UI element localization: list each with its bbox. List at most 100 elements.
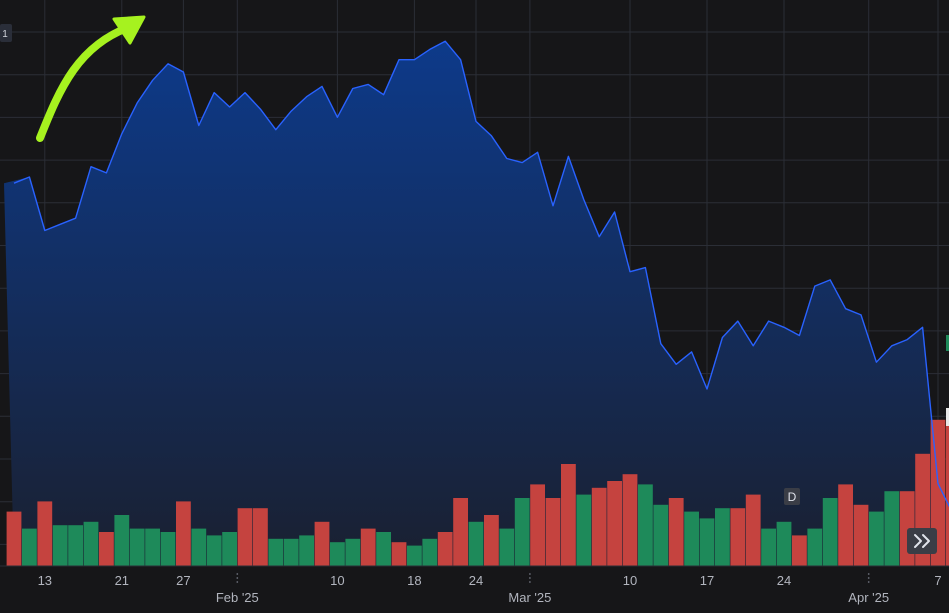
price-line — [13, 40, 949, 508]
volume-bar — [607, 481, 622, 566]
month-divider-dot — [867, 573, 870, 575]
x-month-label: Feb '25 — [216, 590, 259, 605]
volume-bar — [6, 511, 22, 566]
volume-bar — [437, 532, 453, 566]
volume-bar — [299, 535, 314, 566]
month-divider-dot — [867, 581, 870, 583]
dividend-marker-label: D — [788, 490, 797, 504]
volume-bar — [68, 525, 83, 566]
volume-bar — [37, 501, 53, 566]
month-divider-dot — [236, 573, 239, 575]
volume-bar — [776, 521, 792, 566]
volume-bar — [330, 542, 345, 566]
volume-bar — [391, 542, 407, 566]
price-area-fill — [4, 41, 949, 566]
month-divider-dot — [236, 577, 239, 579]
volume-bar — [360, 528, 376, 566]
volume-bar — [869, 511, 884, 566]
price-axis-badge: 1 — [0, 24, 12, 42]
volume-bar — [129, 528, 145, 566]
volume-bar — [884, 491, 900, 566]
volume-bar — [792, 535, 807, 566]
volume-bar — [684, 511, 699, 566]
x-tick-label: 24 — [469, 573, 483, 588]
volume-bar — [622, 474, 638, 566]
volume-bar — [761, 528, 776, 566]
volume-bar — [514, 498, 530, 566]
event-markers: D — [784, 488, 800, 505]
volume-bar — [530, 484, 545, 566]
volume-bar — [253, 508, 268, 566]
volume-bar — [114, 515, 130, 566]
volume-bar — [176, 501, 191, 566]
volume-bar — [838, 484, 853, 566]
volume-bar — [668, 498, 684, 566]
volume-bar — [52, 525, 68, 566]
edge-marker-green — [946, 335, 949, 351]
x-tick-label: 17 — [700, 573, 714, 588]
price-axis-badge-label: 1 — [2, 29, 8, 40]
volume-bar — [145, 528, 160, 566]
volume-bar — [283, 538, 299, 566]
volume-bar — [484, 515, 499, 566]
volume-bar — [160, 532, 176, 566]
volume-bar — [699, 518, 715, 566]
scroll-right-double-chevron-icon — [914, 534, 930, 548]
x-tick-label: 10 — [623, 573, 637, 588]
volume-bar — [822, 498, 838, 566]
volume-bar — [853, 504, 869, 566]
volume-bar — [237, 508, 253, 566]
trend-arrow-icon — [36, 22, 136, 142]
volume-bar — [453, 498, 468, 566]
volume-bar — [222, 532, 237, 566]
month-divider-dot — [529, 577, 531, 579]
scroll-right-button[interactable] — [907, 528, 937, 554]
volume-bar — [99, 532, 114, 566]
volume-bar — [422, 538, 438, 566]
x-axis: 13 21 27 10 18 24 10 17 24 7 Feb '25 Mar '25 Apr '25 — [0, 565, 949, 608]
volume-bar — [730, 508, 746, 566]
volume-bar — [468, 521, 484, 566]
volume-bar — [576, 494, 592, 566]
x-tick-label: 13 — [38, 573, 52, 588]
volume-bar — [561, 464, 576, 566]
month-divider-dot — [529, 581, 531, 583]
x-tick-label: 7 — [934, 573, 941, 588]
x-month-label: Apr '25 — [848, 590, 889, 605]
volume-bar — [946, 419, 949, 566]
volume-bar — [314, 521, 330, 566]
month-divider-dot — [236, 581, 239, 583]
x-axis-background — [0, 566, 949, 608]
x-tick-label: 24 — [777, 573, 791, 588]
x-tick-label: 18 — [407, 573, 421, 588]
volume-bar — [206, 535, 222, 566]
trend-arrow-head-icon — [112, 15, 146, 45]
volume-bar — [715, 508, 730, 566]
volume-bar — [191, 528, 207, 566]
volume-bar — [545, 498, 561, 566]
price-area — [4, 41, 949, 566]
volume-bar — [345, 538, 361, 566]
volume-bar — [22, 528, 37, 566]
month-divider-dot — [867, 577, 870, 579]
volume-bar — [638, 484, 653, 566]
x-tick-label: 27 — [176, 573, 190, 588]
month-divider-dot — [529, 573, 531, 575]
volume-bar — [83, 521, 99, 566]
x-tick-label: 10 — [330, 573, 344, 588]
volume-bar — [653, 504, 669, 566]
x-tick-label: 21 — [115, 573, 129, 588]
price-axis-badge-box — [0, 24, 12, 42]
dividend-marker-box — [784, 488, 800, 505]
price-line-path — [13, 40, 949, 508]
volume-bar — [268, 538, 284, 566]
x-month-label: Mar '25 — [508, 590, 551, 605]
edge-marker-white — [946, 408, 949, 426]
volume-bar — [407, 545, 422, 566]
volume-bar — [745, 494, 761, 566]
volume-bar — [376, 532, 391, 566]
volume-bar — [807, 528, 823, 566]
volume-bar — [499, 528, 515, 566]
